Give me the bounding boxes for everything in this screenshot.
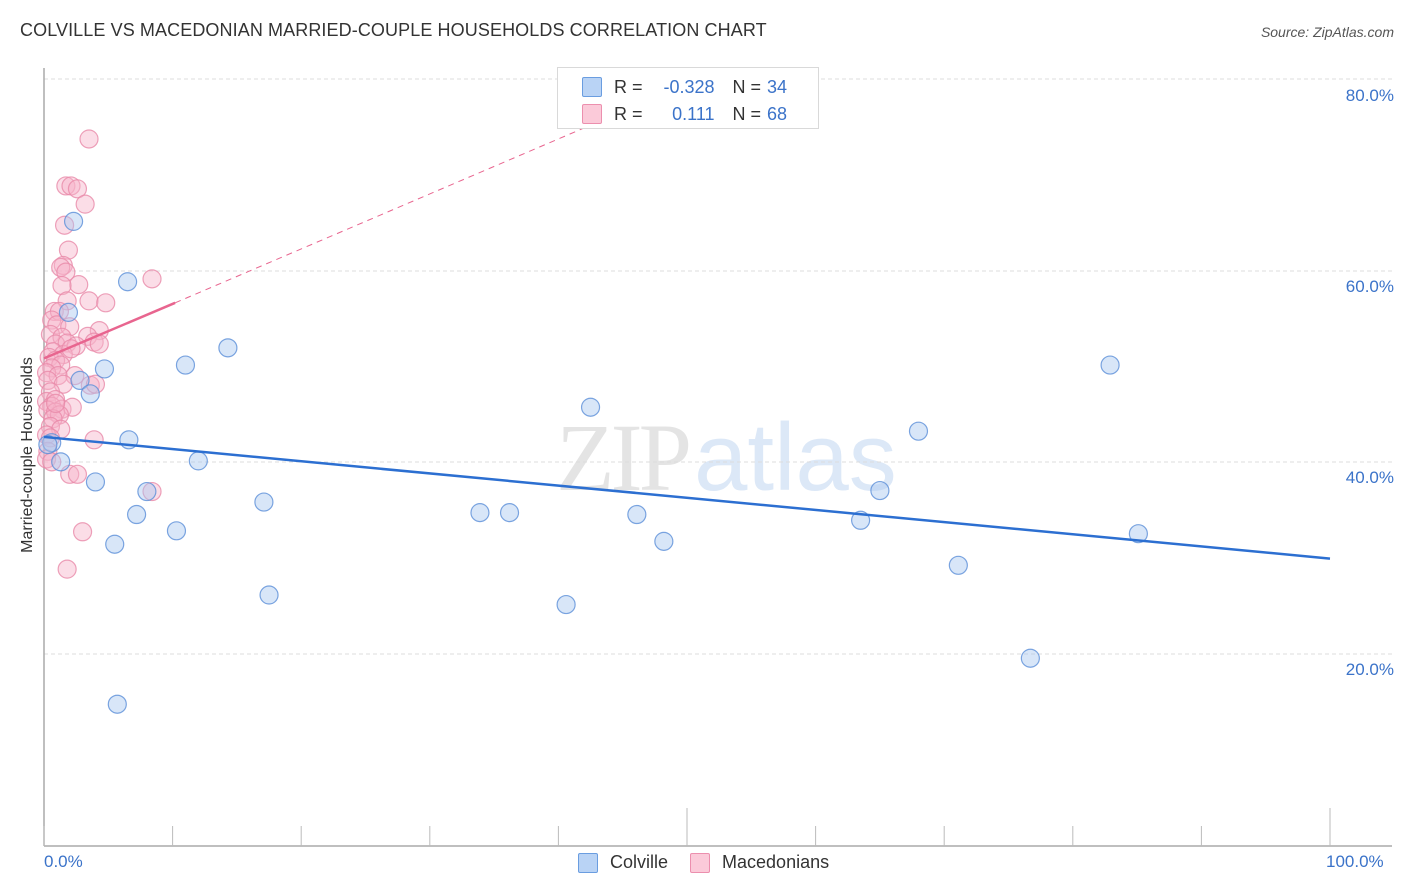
data-point <box>56 176 76 196</box>
data-point <box>70 370 90 391</box>
y-axis-label: Married-couple Households <box>19 357 36 553</box>
legend-label-macedonians: Macedonians <box>722 852 830 872</box>
data-point <box>1128 524 1148 544</box>
data-point <box>75 194 95 214</box>
data-point <box>79 129 99 149</box>
y-tick-20: 20.0% <box>1345 660 1394 679</box>
colville-swatch <box>578 852 598 873</box>
colville-swatch <box>582 77 602 97</box>
data-point <box>499 503 520 523</box>
data-point <box>45 393 66 414</box>
data-point <box>1100 355 1120 375</box>
r-label: R = <box>614 76 643 97</box>
data-point <box>38 434 58 455</box>
data-point <box>470 503 490 523</box>
data-point <box>60 317 80 337</box>
legend-row-macedonians: R = 0.111 N = 68 <box>582 103 787 125</box>
data-point <box>58 302 79 322</box>
data-point <box>126 504 147 525</box>
r-label: R = <box>614 103 643 124</box>
n-label: N = <box>732 76 762 97</box>
trend-lines <box>43 120 1331 560</box>
data-point <box>556 594 576 615</box>
legend-item-macedonians[interactable]: Macedonians <box>690 852 829 873</box>
data-point <box>654 531 674 551</box>
data-point <box>1020 648 1040 668</box>
n-value: 68 <box>767 103 788 124</box>
data-point <box>259 585 279 605</box>
data-point <box>870 480 890 501</box>
data-point <box>57 559 77 579</box>
data-point <box>80 384 100 404</box>
macedonians-swatch <box>690 852 711 873</box>
data-point <box>72 522 93 542</box>
n-value: 34 <box>767 76 788 97</box>
zipatlas-watermark: ZIPatlas <box>556 402 897 513</box>
data-point <box>627 504 647 525</box>
legend-item-colville[interactable]: Colville <box>578 852 668 873</box>
colville-points <box>38 211 1148 714</box>
data-point <box>107 694 127 714</box>
data-point <box>117 272 138 292</box>
legend-label-colville: Colville <box>610 852 669 872</box>
data-point <box>142 481 162 502</box>
data-point <box>38 370 58 391</box>
watermark-zip: ZIP <box>556 404 692 511</box>
data-point <box>85 472 106 492</box>
macedonians-trend-extension <box>174 120 602 304</box>
data-point <box>218 338 238 358</box>
data-point <box>51 452 71 472</box>
r-value: -0.328 <box>663 76 715 97</box>
series-legend: Colville Macedonians <box>578 852 851 873</box>
x-tick-100: 100.0% <box>1326 852 1384 871</box>
y-tick-80: 80.0% <box>1345 86 1394 105</box>
x-axis-ticks <box>43 808 1331 846</box>
data-point <box>43 409 63 429</box>
colville-trend-line <box>43 435 1331 560</box>
watermark-atlas: atlas <box>694 404 897 511</box>
data-point <box>79 291 99 311</box>
data-point <box>188 451 208 471</box>
data-point <box>908 421 929 441</box>
y-tick-60: 60.0% <box>1345 277 1394 296</box>
data-point <box>105 534 125 554</box>
data-point <box>254 492 274 512</box>
chart-title: COLVILLE VS MACEDONIAN MARRIED-COUPLE HO… <box>20 20 767 40</box>
data-point <box>142 269 162 289</box>
data-point <box>85 374 106 394</box>
data-point <box>94 359 115 379</box>
n-label: N = <box>732 103 762 124</box>
data-point <box>67 464 88 484</box>
macedonians-swatch <box>582 104 602 124</box>
data-point <box>166 521 187 541</box>
legend-row-colville: R = -0.328 N = 34 <box>582 76 787 98</box>
data-point <box>67 179 88 199</box>
y-tick-40: 40.0% <box>1345 468 1394 487</box>
data-point <box>36 363 57 383</box>
data-point <box>580 397 601 417</box>
data-point <box>63 211 84 231</box>
data-point <box>175 355 196 375</box>
macedonians-trend-line <box>43 301 176 360</box>
data-point <box>52 275 72 296</box>
correlation-legend: R = -0.328 N = 34 R = 0.111 N = 68 <box>557 67 819 129</box>
x-tick-0: 0.0% <box>44 852 83 871</box>
data-point <box>84 430 104 450</box>
source-credit: Source: ZipAtlas.com <box>1260 24 1394 40</box>
data-point <box>137 481 157 502</box>
r-value: 0.111 <box>672 103 715 124</box>
grid-lines <box>44 78 1392 655</box>
data-point <box>96 293 116 313</box>
data-point <box>948 555 968 575</box>
data-point <box>58 240 79 260</box>
data-point <box>69 275 89 295</box>
